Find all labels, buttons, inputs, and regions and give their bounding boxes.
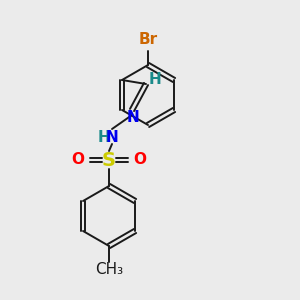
Text: CH₃: CH₃	[95, 262, 123, 278]
Text: H: H	[148, 71, 161, 86]
Text: Br: Br	[138, 32, 158, 47]
Text: O: O	[134, 152, 146, 167]
Text: N: N	[106, 130, 118, 145]
Text: S: S	[102, 151, 116, 169]
Text: H: H	[98, 130, 110, 145]
Text: N: N	[127, 110, 140, 124]
Text: O: O	[71, 152, 85, 167]
